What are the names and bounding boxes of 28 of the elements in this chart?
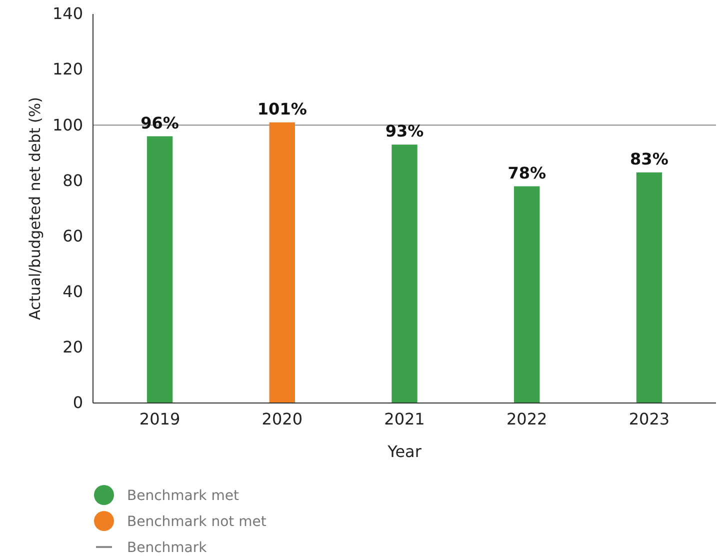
data-label: 83% <box>630 149 668 168</box>
bar <box>392 144 418 403</box>
bar <box>514 186 540 403</box>
bar <box>269 122 295 403</box>
bar <box>636 172 662 403</box>
y-tick-label: 60 <box>62 226 83 246</box>
y-axis-title: Actual/budgeted net debt (%) <box>26 96 44 320</box>
legend-label: Benchmark not met <box>127 514 267 530</box>
y-tick-label: 0 <box>72 393 83 412</box>
data-label: 78% <box>508 163 546 182</box>
bar <box>146 136 173 403</box>
legend-label: Benchmark <box>127 540 208 556</box>
y-tick-label: 80 <box>62 170 83 190</box>
y-tick-label: 40 <box>62 282 83 301</box>
x-tick-label: 2019 <box>139 409 180 428</box>
data-label: 101% <box>257 99 307 118</box>
x-tick-label: 2023 <box>628 409 670 428</box>
y-tick-label: 100 <box>52 115 83 134</box>
x-tick-label: 2021 <box>384 409 425 428</box>
y-tick-label: 140 <box>52 4 83 24</box>
x-tick-label: 2022 <box>506 409 548 428</box>
x-tick-label: 2020 <box>262 409 303 428</box>
x-axis-title: Year <box>386 442 422 461</box>
legend-label: Benchmark met <box>127 488 240 504</box>
y-tick-label: 120 <box>52 60 83 79</box>
data-label: 93% <box>385 122 424 141</box>
data-label: 96% <box>140 113 179 132</box>
y-tick-label: 20 <box>62 338 83 357</box>
